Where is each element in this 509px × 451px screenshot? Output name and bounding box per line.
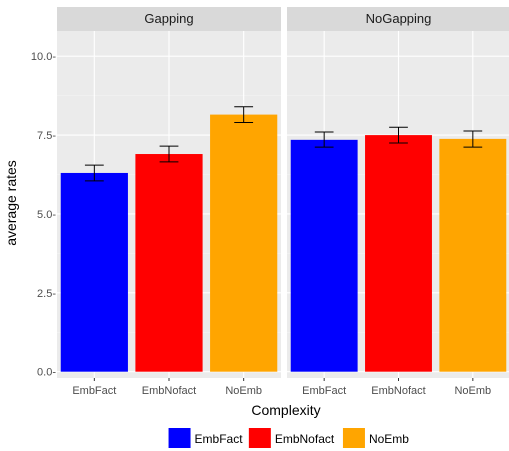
bar-nogapping-embfact <box>290 139 358 372</box>
facet-strip <box>287 7 509 31</box>
x-tick-label: NoEmb <box>454 385 491 397</box>
error-bar <box>234 106 254 123</box>
legend-label: EmbNofact <box>275 432 335 446</box>
y-axis: 0.0- 2.5- 5.0- 7.5- 10.0- <box>31 51 56 378</box>
legend-key <box>248 428 271 448</box>
x-tick-label: EmbFact <box>72 385 116 397</box>
bar-gapping-embnofact <box>135 154 203 372</box>
legend-item-embfact: EmbFact <box>168 428 244 448</box>
x-tick-label: NoEmb <box>225 385 262 397</box>
x-tick-label: EmbNofact <box>142 385 196 397</box>
legend-item-embnofact: EmbNofact <box>248 428 335 448</box>
legend: EmbFact EmbNofact NoEmb <box>168 428 409 448</box>
y-tick-label: 0.0- <box>37 367 56 379</box>
error-bar <box>314 131 334 148</box>
facet-strip <box>57 7 281 31</box>
error-bar <box>84 164 104 182</box>
facet-strip-label: Gapping <box>144 11 193 26</box>
bar-nogapping-embnofact <box>365 135 432 372</box>
y-axis-title: average rates <box>3 160 19 246</box>
error-bar <box>389 126 408 144</box>
legend-label: NoEmb <box>369 432 409 446</box>
y-tick-label: 7.5- <box>37 130 56 142</box>
y-tick-label: 5.0- <box>37 209 56 221</box>
error-bar <box>463 130 483 148</box>
bar-gapping-embfact <box>60 172 128 372</box>
bar-gapping-noemb <box>210 114 278 372</box>
legend-key <box>342 428 365 448</box>
legend-label: EmbFact <box>195 432 244 446</box>
legend-item-noemb: NoEmb <box>342 428 409 448</box>
panel-nogapping: NoGapping EmbFact EmbNofact NoEmb <box>287 7 509 397</box>
panel-gapping: Gapping EmbFact EmbNofact NoEmb <box>57 7 281 397</box>
facet-panels: Gapping EmbFact EmbNofact NoEmb NoGapping Emb… <box>57 7 509 397</box>
facet-strip-label: NoGapping <box>366 11 432 26</box>
bar-nogapping-noemb <box>439 138 507 372</box>
legend-key <box>168 428 191 448</box>
x-tick-label: EmbFact <box>302 385 346 397</box>
y-tick-label: 10.0- <box>31 51 56 63</box>
error-bar <box>159 145 179 163</box>
x-tick-label: EmbNofact <box>371 385 425 397</box>
y-tick-label: 2.5- <box>37 288 56 300</box>
x-axis-title: Complexity <box>251 402 320 418</box>
